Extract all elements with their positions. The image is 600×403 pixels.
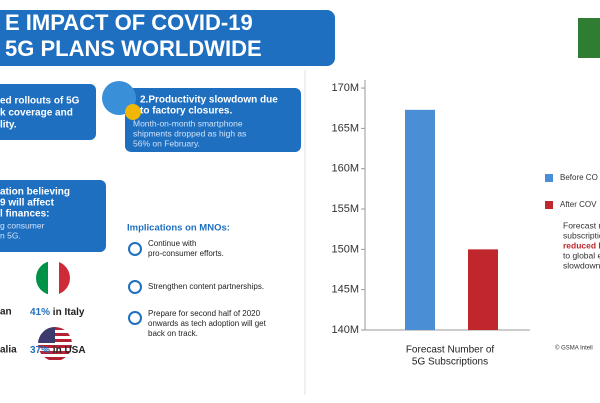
- flag-italy: [36, 261, 70, 295]
- text-line: subscriptio: [563, 230, 600, 240]
- text-line: ed rollouts of 5G: [0, 96, 80, 107]
- impl-title: Implications on MNOs:: [127, 223, 230, 234]
- y-tick-label: 160M: [331, 163, 359, 175]
- y-tick-label: 155M: [331, 203, 359, 215]
- text-line: onwards as tech adoption will get: [148, 319, 267, 328]
- text-line: to factory closures.: [140, 106, 232, 117]
- y-tick-label: 170M: [331, 82, 359, 94]
- y-tick-label: 150M: [331, 243, 359, 255]
- text-line: 5G Subscriptions: [412, 357, 488, 368]
- card-box: [125, 88, 301, 152]
- text-line: E IMPACT OF COVID-19: [5, 10, 253, 35]
- country-left: alia: [0, 345, 17, 356]
- legend-label: After COV: [560, 200, 597, 209]
- title-box: [0, 10, 335, 66]
- text-line: 2.Productivity slowdown due: [140, 95, 278, 106]
- note-highlight: reduced b: [563, 240, 600, 250]
- text-line: lity.: [0, 120, 17, 131]
- text-line: k coverage and: [0, 108, 73, 119]
- bar: [405, 109, 435, 330]
- text-line: 56% on February.: [133, 138, 200, 148]
- text-line: shipments dropped as high as: [133, 128, 246, 138]
- y-tick-label: 140M: [331, 324, 359, 336]
- bar: [468, 249, 498, 330]
- text-line: g consumer: [0, 220, 45, 230]
- text-line: Forecast n: [563, 220, 600, 230]
- text-line: l finances:: [0, 209, 49, 220]
- text-line: Strengthen content partnerships.: [148, 282, 264, 291]
- source: © GSMA Intell: [555, 345, 593, 352]
- y-tick-label: 165M: [331, 122, 359, 134]
- text-line: 5G PLANS WORLDWIDE: [5, 36, 262, 61]
- y-tick-label: 145M: [331, 284, 359, 296]
- icon: [125, 104, 141, 120]
- country-stat: 37% in USA: [30, 345, 86, 356]
- text-line: n 5G.: [0, 230, 21, 240]
- text-line: ation believing: [0, 187, 70, 198]
- legend-label: Before CO: [560, 173, 598, 182]
- country-stat: 41% in Italy: [30, 307, 85, 318]
- text-line: 9 will affect: [0, 198, 55, 209]
- text-line: Month-on-month smartphone: [133, 118, 243, 128]
- text-line: Continue with: [148, 239, 196, 248]
- text-line: Prepare for second half of 2020: [148, 309, 261, 318]
- text-line: Forecast Number of: [406, 345, 495, 356]
- text-line: back on track.: [148, 329, 198, 338]
- text-line: pro-consumer efforts.: [148, 249, 224, 258]
- logo: [578, 18, 600, 58]
- text-line: to global e: [563, 250, 600, 260]
- legend-swatch: [545, 174, 553, 182]
- text-line: slowdown.: [563, 260, 600, 270]
- legend-swatch: [545, 201, 553, 209]
- impl-icons: [128, 242, 142, 325]
- card-box: [0, 84, 96, 140]
- country-left: an: [0, 307, 12, 318]
- card-box: [0, 180, 106, 252]
